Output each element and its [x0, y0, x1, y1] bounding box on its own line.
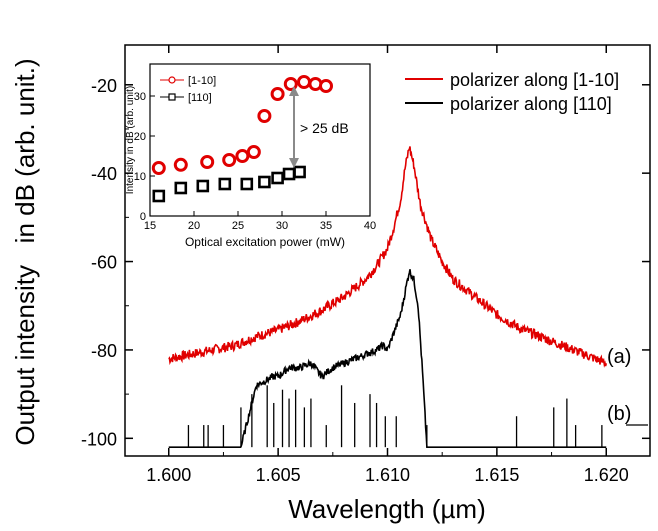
difference-arrow	[289, 86, 299, 168]
inset-point-circle	[173, 157, 188, 172]
inset-legend: [1-10] [110]	[160, 75, 216, 104]
inset-point-circle	[151, 161, 166, 175]
inset-point-circle	[222, 153, 237, 167]
inset-y-tick-label: 30	[134, 91, 146, 103]
main-x-tick-label: 1.620	[584, 465, 629, 485]
difference-annotation: > 25 dB	[300, 120, 349, 136]
inset-x-axis-label: Optical excitation power (mW)	[185, 235, 345, 249]
main-y-tick-label: -40	[91, 164, 117, 184]
inset-x-tick-label: 30	[276, 220, 288, 232]
main-x-tick-label: 1.610	[365, 465, 410, 485]
main-y-ticks: -100 -80 -60 -40 -20	[81, 76, 650, 449]
inset-point-square	[293, 165, 306, 179]
inset-y-ticks: 0 10 20 30	[134, 91, 155, 223]
inset-point-circle	[297, 75, 311, 89]
inset-point-square	[271, 171, 284, 185]
inset-point-circle	[283, 77, 298, 91]
inset-legend-marker-110	[168, 93, 176, 101]
main-y-axis-label: Output intensity in dB (arb. unit.)	[10, 58, 40, 445]
annotation-b: (b)	[607, 403, 631, 425]
main-y-tick-label: -80	[91, 341, 117, 361]
inset-point-square	[240, 177, 254, 191]
main-x-tick-label: 1.600	[146, 465, 191, 485]
main-x-ticks: 1.600 1.605 1.610 1.615 1.620	[146, 45, 629, 485]
inset-legend-label-1-10: [1-10]	[188, 75, 216, 87]
inset-x-tick-label: 25	[232, 220, 244, 232]
inset-point-square	[174, 181, 188, 195]
inset-x-tick-label: 20	[188, 220, 200, 232]
main-series-line	[168, 146, 608, 368]
inset-x-ticks: 15 20 25 30 35 40	[144, 211, 376, 232]
main-y-tick-label: -20	[91, 76, 117, 96]
inset-point-circle	[235, 149, 250, 163]
inset-y-tick-label: 0	[140, 211, 146, 223]
main-series-line	[168, 269, 607, 448]
inset-point-square	[282, 167, 296, 181]
inset-point-square	[196, 179, 210, 193]
inset-legend-marker-1-10	[168, 76, 176, 84]
inset-point-circle	[319, 79, 333, 93]
inset-point-circle	[257, 109, 272, 123]
main-x-axis-label: Wavelength (µm)	[288, 494, 486, 524]
inset-chart: 15 20 25 30 35 40 0 10 20 30 Optical excitation …	[125, 63, 376, 249]
difference-arrow-head-bottom	[289, 158, 299, 168]
inset-point-circle	[200, 155, 215, 169]
inset-y-axis-label: Intensity in dB (arb. unit)	[125, 86, 136, 194]
main-legend: polarizer along [1-10] polarizer along […	[405, 70, 619, 114]
main-x-tick-label: 1.605	[256, 465, 301, 485]
inset-point-square	[152, 189, 166, 203]
difference-arrow-head-top	[289, 86, 299, 96]
main-series	[168, 146, 608, 448]
legend-label-110: polarizer along [110]	[450, 94, 612, 114]
main-x-tick-label: 1.615	[474, 465, 519, 485]
inset-x-tick-label: 40	[364, 220, 376, 232]
annotation-a: (a)	[607, 346, 631, 368]
main-y-tick-label: -60	[91, 253, 117, 273]
inset-x-tick-label: 15	[144, 220, 156, 232]
inset-point-circle	[270, 87, 285, 101]
inset-point-square	[258, 175, 271, 189]
inset-y-tick-label: 20	[134, 131, 146, 143]
inset-x-tick-label: 35	[320, 220, 332, 232]
inset-legend-label-110: [110]	[188, 92, 212, 104]
main-y-tick-label: -100	[81, 429, 117, 449]
inset-point-square	[218, 177, 232, 191]
inset-point-circle	[246, 145, 261, 159]
inset-y-tick-label: 10	[134, 171, 146, 183]
legend-label-1-10: polarizer along [1-10]	[450, 70, 619, 90]
inset-series	[151, 75, 333, 203]
